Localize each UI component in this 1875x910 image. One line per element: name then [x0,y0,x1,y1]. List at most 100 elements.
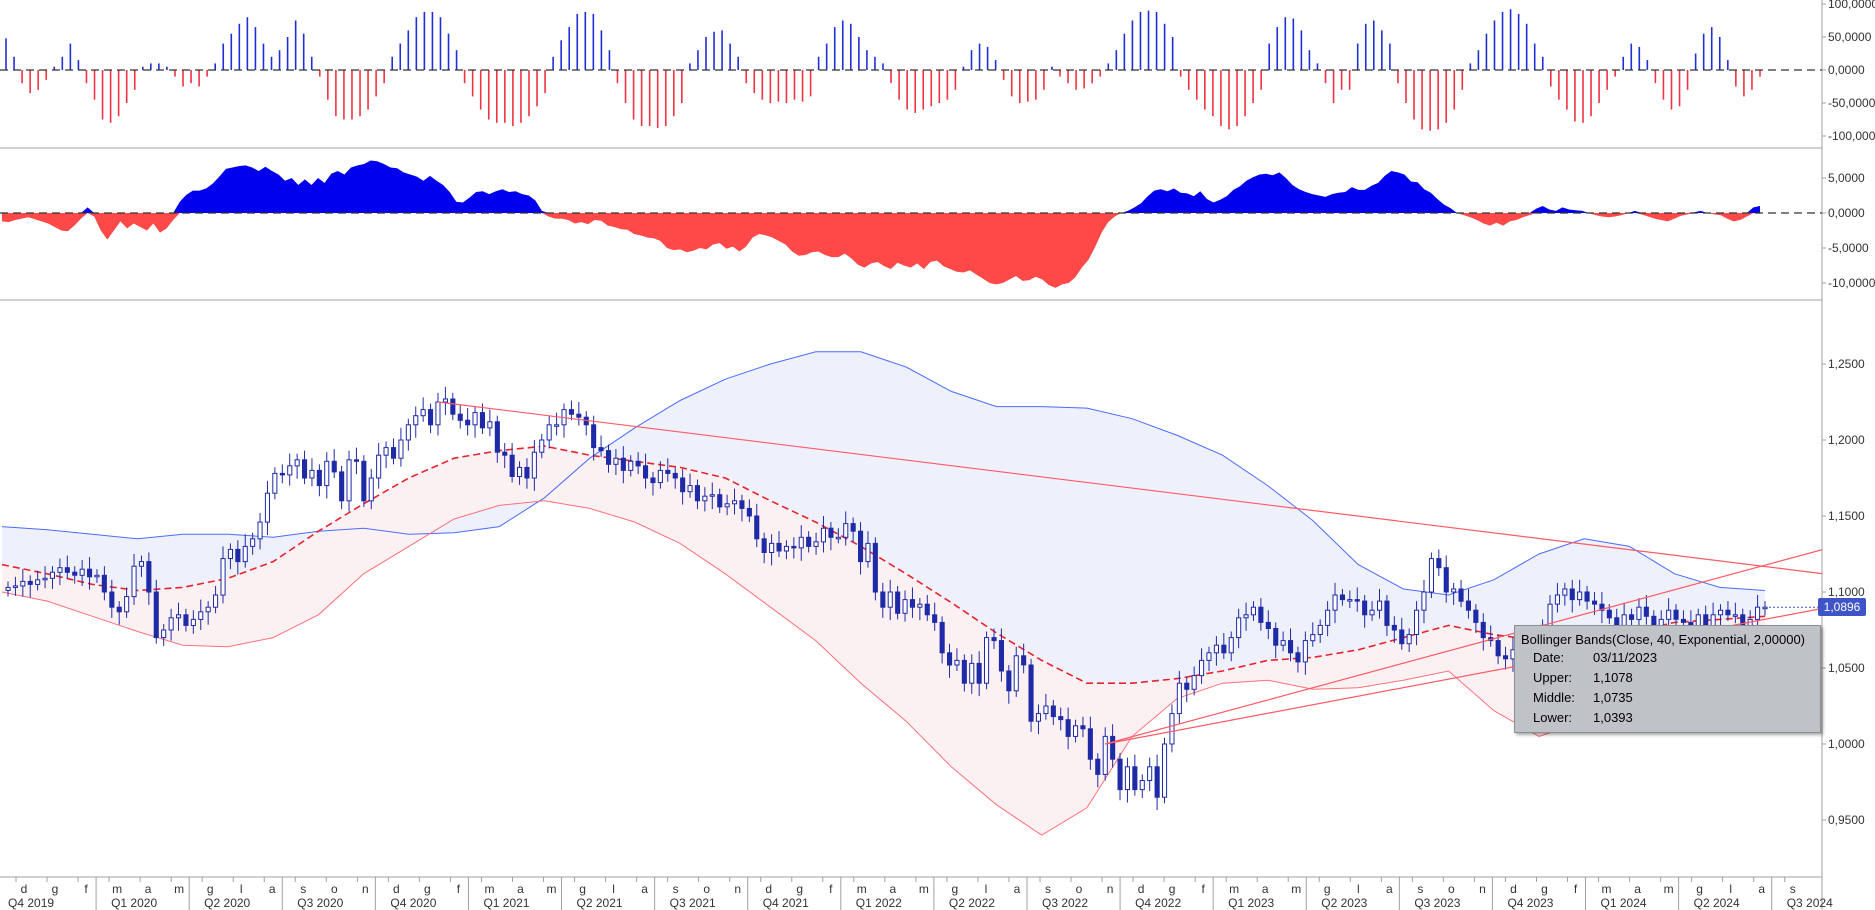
candle-body [850,523,856,532]
candle-body [991,637,997,642]
candle-body [1592,600,1598,605]
candle-body [479,412,485,429]
candle-body [198,611,204,620]
x-month-label: g [579,882,586,896]
candle-body [131,565,137,598]
candle-body [546,424,552,441]
candle-body [1384,600,1390,626]
candle-body [657,469,663,484]
last-price-badge: 1,0896 [1818,598,1866,617]
x-month-label: o [703,882,710,896]
candle-body [813,541,819,547]
y-tick-label: 5,0000 [1828,171,1865,185]
x-month-label: d [765,882,772,896]
candle-body [517,466,523,477]
candle-body [331,460,337,473]
negative-area [2,213,1760,288]
y-tick-label: -5,0000 [1828,241,1869,255]
candle-body [717,494,723,508]
x-month-label: d [21,882,28,896]
candle-body [12,585,18,588]
candle-body [1110,735,1116,760]
candle-body [116,606,122,613]
bollinger-tooltip: Bollinger Bands(Close, 40, Exponential, … [1514,625,1821,733]
x-quarter-label: Q1 2024 [1601,896,1647,910]
candle-body [153,591,159,639]
x-month-label: g [424,882,431,896]
candle-body [1325,609,1331,626]
candle-body [917,603,923,608]
tooltip-row-middle: Middle: 1,0735 [1521,690,1633,705]
candle-body [858,530,864,563]
candle-body [1028,664,1034,722]
candle-body [161,629,167,639]
y-tick-label: -100,0000 [1828,129,1875,143]
candle-body [1399,629,1405,645]
candle-body [806,536,812,547]
candle-body [1354,599,1360,602]
x-month-label: d [393,882,400,896]
candle-body [1465,600,1472,611]
y-tick-label: -50,0000 [1828,96,1875,110]
candle-body [1050,705,1056,718]
upper-band-fill [2,351,1765,684]
x-month-label: o [1076,882,1083,896]
candle-body [1473,609,1479,623]
y-tick-label: 1,0000 [1828,737,1865,751]
candle-body [865,542,871,563]
lower-band-fill [2,446,1765,836]
candle-body [1317,624,1323,636]
candle-body [1621,614,1627,626]
candle-body [1377,600,1383,611]
candle-body [1680,618,1687,623]
candle-body [524,466,530,479]
upper-band-line [1,351,1766,596]
tooltip-label: Upper: [1533,670,1573,685]
candle-body [428,409,434,426]
x-quarter-label: Q3 2021 [670,896,716,910]
x-month-label: f [1201,882,1205,896]
tooltip-row-upper: Upper: 1,1078 [1521,670,1633,685]
candle-body [302,459,308,479]
y-tick-label: 0,9500 [1828,813,1865,827]
x-month-label: l [240,882,243,896]
candle-body [1087,728,1093,760]
candle-body [635,460,641,467]
candle-body [843,523,849,538]
candle-body [1191,675,1197,690]
x-quarter-label: Q4 2022 [1135,896,1181,910]
x-month-label: g [207,882,214,896]
candle-body [494,421,500,453]
x-month-label: m [857,882,867,896]
candle-body [376,454,382,479]
candle-body [1250,606,1257,616]
candle-body [64,567,70,573]
candle-body [1673,609,1679,620]
candle-body [1206,652,1212,661]
x-month-label: a [145,882,152,896]
y-tick-label: 1,2000 [1828,433,1865,447]
candle-body [687,485,693,493]
candle-body [383,447,389,456]
candle-body [1147,766,1153,781]
candle-body [1043,705,1049,715]
candle-body [961,659,967,684]
candle-body [324,460,330,487]
x-month-label: m [484,882,494,896]
candle-body [1102,735,1108,775]
candle-body [732,500,738,505]
candle-body [739,500,745,509]
tooltip-label: Lower: [1533,710,1573,725]
candle-body [1080,725,1086,730]
tooltip-value: 1,0735 [1593,690,1633,705]
x-quarter-label: Q2 2023 [1321,896,1367,910]
candle-body [235,548,241,563]
positive-area [2,160,1760,213]
tooltip-value: 1,1078 [1593,670,1633,685]
price-panel: 1,2500 1,2000 1,1500 1,1000 1,0500 1,0000 0,95… [1,351,1865,836]
middle-band-line [1,445,1766,684]
x-month-label: f [457,882,461,896]
x-quarter-label: Q1 2020 [111,896,157,910]
candle-body [87,568,93,578]
